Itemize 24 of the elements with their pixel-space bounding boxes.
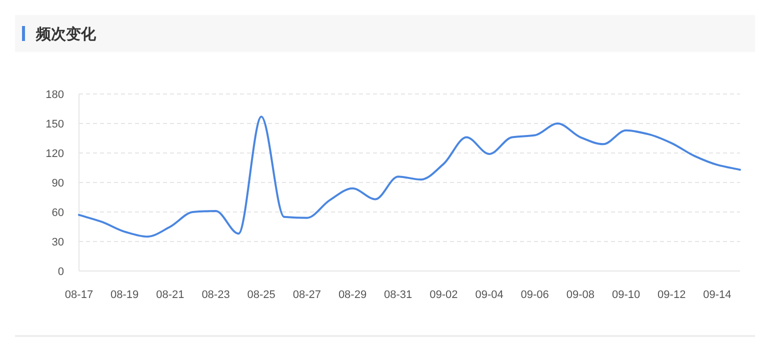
x-tick-label: 09-10 [612,289,640,301]
y-tick-label: 0 [58,266,64,278]
x-tick-label: 09-12 [658,289,686,301]
x-tick-label: 08-25 [247,289,276,301]
line-series [78,116,741,238]
x-tick-label: 08-27 [292,289,321,301]
y-tick-label: 30 [52,236,64,248]
y-tick-label: 90 [52,178,64,190]
x-tick-label: 09-02 [430,289,458,301]
x-tick-label: 08-17 [64,289,94,301]
x-tick-label: 09-14 [703,289,732,301]
y-tick-label: 120 [46,148,64,160]
chart-title: 频次变化 [35,25,97,43]
x-tick-label: 09-04 [475,289,504,301]
x-tick-label: 08-19 [110,289,139,301]
x-tick-label: 08-31 [384,289,412,301]
x-tick-label: 09-06 [520,289,549,301]
y-tick-label: 60 [52,207,64,219]
x-tick-label: 09-08 [566,289,595,301]
x-tick-label: 08-21 [156,289,184,301]
y-tick-label: 150 [46,118,64,130]
x-tick-label: 08-29 [338,289,367,301]
y-tick-label: 180 [46,89,64,101]
x-tick-label: 08-23 [202,289,230,301]
